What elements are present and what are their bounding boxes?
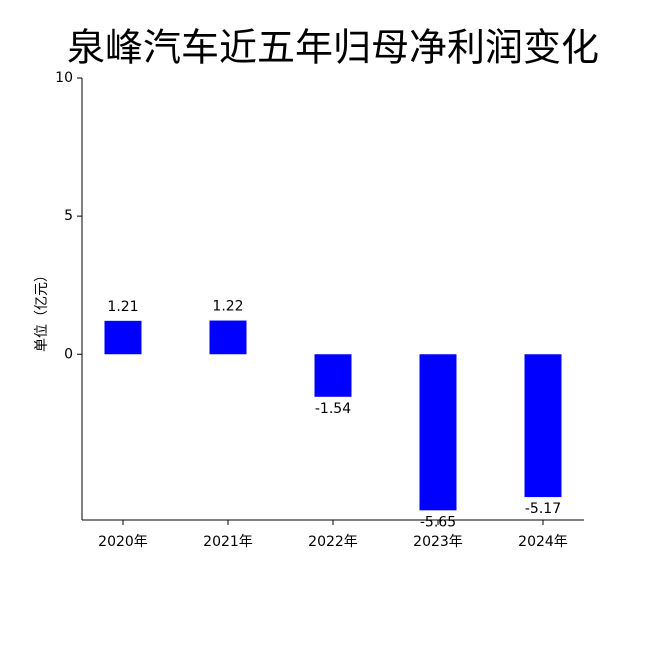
y-tick-label: 10 (55, 70, 73, 86)
value-label: -1.54 (315, 401, 351, 417)
y-axis-label: 单位（亿元） (34, 268, 50, 352)
x-tick-label: 2024年 (518, 534, 568, 550)
y-tick-label: 5 (64, 208, 73, 224)
value-label: 1.22 (212, 299, 243, 315)
bar (524, 354, 562, 498)
x-tick-label: 2020年 (98, 534, 148, 550)
value-label: -5.17 (525, 501, 561, 517)
x-tick-label: 2022年 (308, 534, 358, 550)
x-tick-label: 2023年 (413, 534, 463, 550)
bar (419, 354, 457, 511)
chart-title: 泉峰汽车近五年归母净利润变化 (67, 26, 599, 70)
bar (209, 320, 247, 355)
bar (314, 354, 352, 397)
value-label: 1.21 (107, 299, 138, 315)
y-tick-label: 0 (64, 346, 73, 362)
x-tick-label: 2021年 (203, 534, 253, 550)
bar (104, 320, 142, 355)
value-label: -5.65 (420, 514, 456, 530)
